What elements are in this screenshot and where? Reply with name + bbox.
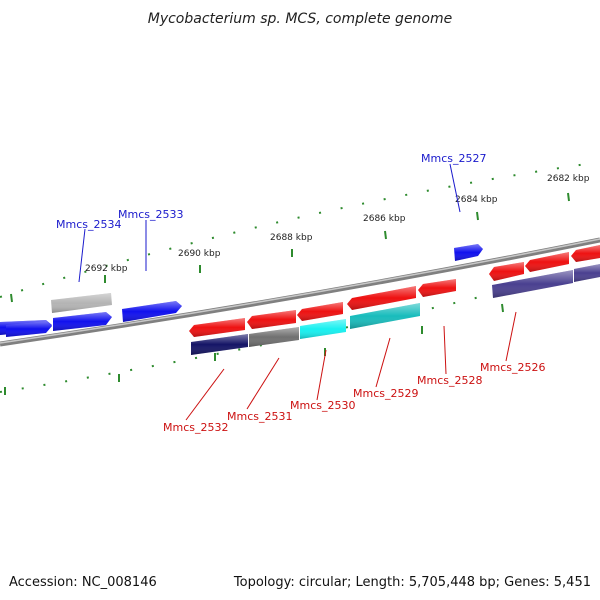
gene-label[interactable]: Mmcs_2529 bbox=[353, 387, 418, 400]
feature-box[interactable] bbox=[350, 303, 420, 329]
reverse-strand-genes bbox=[189, 245, 600, 337]
genome-backbone-highlight bbox=[0, 238, 600, 344]
gene-arrow[interactable] bbox=[53, 312, 112, 331]
gene-arrow[interactable] bbox=[297, 302, 343, 321]
tick-label: 2684 kbp bbox=[455, 195, 498, 205]
gene-arrow[interactable] bbox=[525, 252, 569, 272]
reverse-leader-lines bbox=[185, 311, 517, 421]
gene-label[interactable]: Mmcs_2527 bbox=[421, 152, 486, 165]
gene-arrow[interactable] bbox=[6, 321, 52, 337]
gene-arrow[interactable] bbox=[489, 262, 524, 281]
tick-labels: 2692 kbp 2690 kbp 2688 kbp 2686 kbp 2684… bbox=[85, 174, 590, 274]
gene-box[interactable] bbox=[51, 293, 112, 313]
genome-summary-text: Topology: circular; Length: 5,705,448 bp… bbox=[233, 575, 591, 590]
feature-box[interactable] bbox=[574, 264, 600, 282]
gene-label[interactable]: Mmcs_2531 bbox=[227, 410, 292, 423]
feature-box[interactable] bbox=[249, 327, 299, 347]
gene-label[interactable]: Mmcs_2533 bbox=[118, 208, 183, 221]
gene-arrow[interactable] bbox=[571, 245, 600, 262]
gene-arrow[interactable] bbox=[122, 301, 182, 322]
feature-box[interactable] bbox=[300, 319, 346, 339]
forward-gene-labels: Mmcs_2534 Mmcs_2533 Mmcs_2527 bbox=[56, 152, 486, 231]
gene-arrow[interactable] bbox=[347, 286, 416, 310]
gene-arrow[interactable] bbox=[418, 279, 456, 297]
outer-major-ticks bbox=[10, 192, 570, 303]
tick-label: 2688 kbp bbox=[270, 233, 313, 243]
tick-label: 2686 kbp bbox=[363, 214, 406, 224]
genome-backbone bbox=[0, 237, 600, 347]
gene-arrow[interactable] bbox=[454, 244, 483, 261]
gene-label[interactable]: Mmcs_2530 bbox=[290, 399, 355, 412]
gene-label[interactable]: Mmcs_2528 bbox=[417, 374, 482, 387]
reverse-gene-labels: Mmcs_2532 Mmcs_2531 Mmcs_2530 Mmcs_2529 … bbox=[163, 361, 545, 434]
tick-label: 2682 kbp bbox=[547, 174, 590, 184]
forward-strand-genes bbox=[0, 244, 483, 337]
feature-box[interactable] bbox=[492, 270, 573, 298]
feature-box[interactable] bbox=[191, 334, 248, 355]
forward-leader-lines bbox=[78, 163, 461, 283]
gene-label[interactable]: Mmcs_2526 bbox=[480, 361, 545, 374]
page-title: Mycobacterium sp. MCS, complete genome bbox=[148, 11, 453, 27]
feature-boxes bbox=[191, 264, 600, 355]
accession-text: Accession: NC_008146 bbox=[9, 575, 157, 590]
gene-arrow[interactable] bbox=[247, 310, 296, 329]
gene-label[interactable]: Mmcs_2534 bbox=[56, 218, 121, 231]
gene-arrow[interactable] bbox=[189, 318, 245, 337]
tick-label: 2690 kbp bbox=[178, 249, 221, 259]
gene-label[interactable]: Mmcs_2532 bbox=[163, 421, 228, 434]
tick-label: 2692 kbp bbox=[85, 264, 128, 274]
